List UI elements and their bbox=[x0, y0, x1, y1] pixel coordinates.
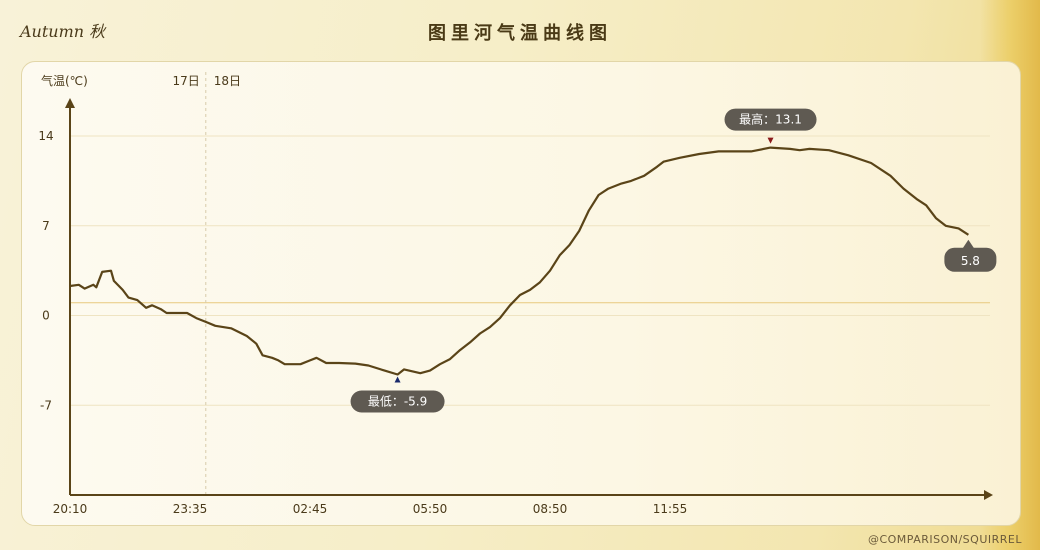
x-axis-arrow-icon bbox=[984, 490, 993, 500]
x-tick-label: 20:10 bbox=[53, 502, 88, 516]
x-tick-label: 11:55 bbox=[653, 502, 688, 516]
last-value-label: 5.8 bbox=[961, 254, 980, 268]
max-label: 最高：13.1 bbox=[739, 112, 802, 127]
x-tick-label: 08:50 bbox=[533, 502, 568, 516]
date-label-17: 17日 bbox=[173, 74, 200, 88]
y-tick-label: 14 bbox=[38, 129, 53, 143]
grid-lines bbox=[71, 135, 990, 406]
y-axis-arrow-icon bbox=[65, 98, 75, 108]
x-tick-label: 02:45 bbox=[293, 502, 328, 516]
min-marker-icon bbox=[394, 376, 401, 383]
max-marker-icon bbox=[767, 137, 774, 144]
x-tick-label: 05:50 bbox=[413, 502, 448, 516]
y-tick-label: -7 bbox=[40, 398, 52, 412]
min-label: 最低：-5.9 bbox=[368, 394, 427, 408]
x-tick-labels: 20:10 23:35 02:45 05:50 08:50 11:55 bbox=[53, 502, 688, 516]
y-axis-label: 气温(℃) bbox=[41, 73, 88, 88]
y-tick-labels: 14 7 0 -7 bbox=[38, 129, 53, 412]
temperature-line bbox=[69, 146, 970, 376]
date-label-18: 18日 bbox=[214, 74, 241, 88]
watermark: @COMPARISON/SQUIRREL bbox=[867, 533, 1022, 546]
y-tick-label: 0 bbox=[42, 309, 50, 323]
max-annotation: 最高：13.1 bbox=[724, 108, 817, 144]
brand-logo: Autumn 秋 bbox=[20, 22, 106, 41]
chart-title: 图里河气温曲线图 bbox=[428, 23, 612, 44]
last-value-annotation: 5.8 bbox=[944, 239, 997, 272]
y-tick-label: 7 bbox=[42, 219, 50, 233]
x-tick-label: 23:35 bbox=[173, 502, 208, 516]
min-annotation: 最低：-5.9 bbox=[350, 376, 445, 413]
